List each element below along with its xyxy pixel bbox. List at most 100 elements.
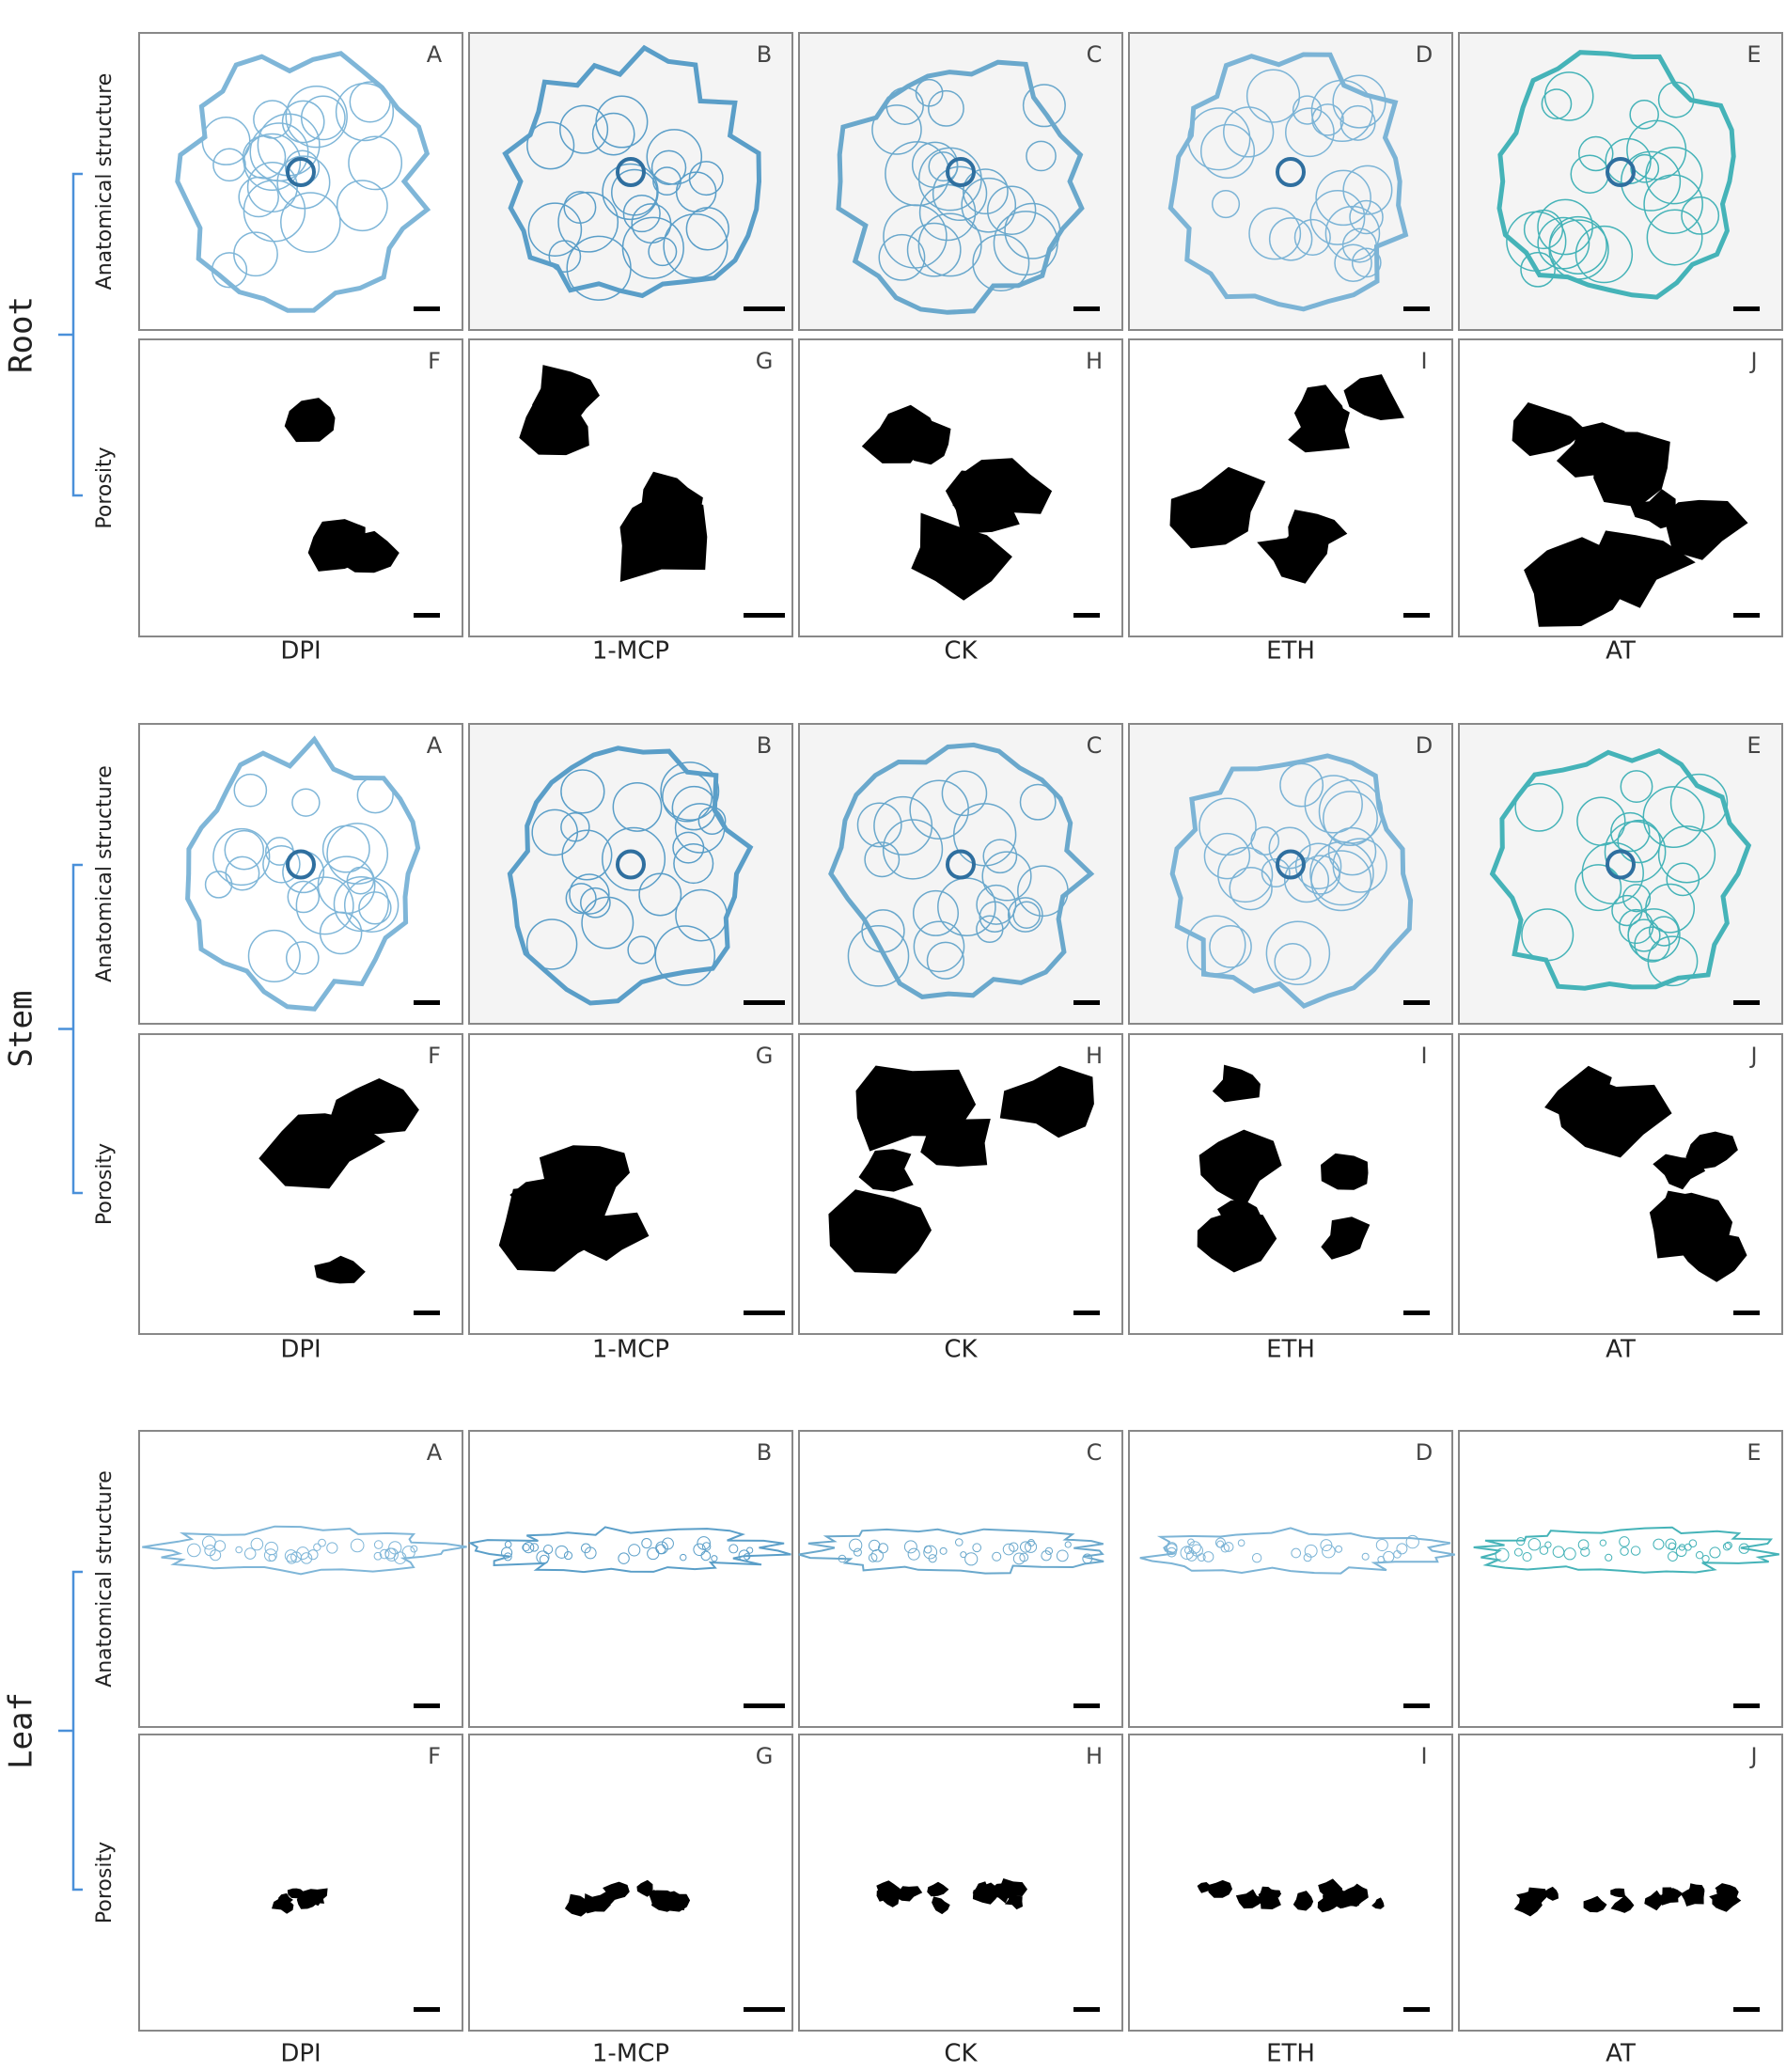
- cell: [388, 1541, 402, 1555]
- cell: [638, 872, 682, 917]
- panel: H: [798, 338, 1123, 637]
- scale-bar: [414, 306, 440, 311]
- cell: [648, 237, 678, 267]
- cell: [1405, 1534, 1419, 1549]
- cell: [1513, 1547, 1523, 1557]
- cell: [300, 1552, 313, 1564]
- panel-letter: C: [1087, 732, 1103, 759]
- cell: [348, 135, 403, 191]
- cell: [981, 851, 1032, 902]
- panel-letter: A: [427, 1439, 443, 1466]
- column-label: 1-MCP: [592, 2040, 669, 2068]
- cell: [1675, 1546, 1687, 1558]
- pore: [519, 396, 589, 456]
- panel: G: [468, 1033, 793, 1335]
- scale-bar: [414, 1311, 440, 1315]
- tissue-outline: [185, 735, 421, 1012]
- panel-letter: H: [1086, 1743, 1103, 1769]
- pore: [927, 1881, 949, 1897]
- pore: [603, 1881, 630, 1902]
- cell: [838, 1554, 847, 1563]
- cell: [1620, 1546, 1629, 1556]
- cell: [349, 81, 391, 123]
- panel-letter: G: [756, 348, 774, 374]
- cell: [373, 1551, 383, 1561]
- cell: [1563, 1547, 1576, 1561]
- cell: [318, 1538, 326, 1547]
- pore: [855, 1065, 977, 1152]
- cell: [1315, 169, 1371, 227]
- cell: [612, 782, 663, 832]
- cell: [335, 82, 395, 142]
- cell: [602, 826, 666, 891]
- scale-bar: [1073, 1000, 1100, 1005]
- cell: [1327, 826, 1377, 876]
- panel: C: [798, 1430, 1123, 1728]
- scale-bar: [1073, 1311, 1100, 1315]
- cell: [1332, 74, 1386, 129]
- pore: [1207, 1879, 1232, 1898]
- scale-bar: [1403, 1311, 1430, 1315]
- section-label: Stem: [3, 991, 40, 1068]
- cell: [907, 1547, 920, 1561]
- stele: [946, 157, 976, 187]
- cell: [849, 1538, 863, 1552]
- cell: [525, 918, 578, 970]
- cell: [628, 1544, 641, 1557]
- cell: [641, 1537, 652, 1549]
- pore: [932, 1896, 950, 1915]
- pore: [1512, 402, 1587, 457]
- column-label: AT: [1606, 1336, 1636, 1364]
- row-label: Anatomical structure: [93, 73, 117, 290]
- cell: [1303, 1553, 1312, 1562]
- scale-bar: [744, 1311, 785, 1315]
- cell: [336, 180, 388, 232]
- cell: [238, 176, 279, 218]
- stele: [1606, 157, 1636, 187]
- panel: G: [468, 1734, 793, 2032]
- cell: [976, 884, 1017, 925]
- pore: [1556, 1073, 1672, 1158]
- cell: [1251, 1552, 1262, 1563]
- cell: [1309, 840, 1374, 906]
- panel-letter: B: [757, 41, 772, 68]
- pore: [1610, 1895, 1635, 1913]
- pore: [894, 1886, 923, 1902]
- section-bracket: [58, 863, 83, 1195]
- cell: [1025, 1540, 1038, 1553]
- scale-bar: [1403, 306, 1430, 311]
- cell: [300, 95, 346, 141]
- cell: [204, 1544, 216, 1557]
- cell: [560, 812, 590, 842]
- cell: [1166, 1543, 1178, 1555]
- cell: [932, 165, 988, 221]
- cell: [927, 89, 964, 127]
- cell: [1349, 199, 1384, 235]
- cell: [906, 222, 962, 277]
- cell: [557, 191, 619, 253]
- panel-letter: C: [1087, 1439, 1103, 1466]
- panel: D: [1128, 723, 1453, 1025]
- pore: [1197, 1211, 1277, 1273]
- cell: [204, 871, 233, 899]
- pore: [1005, 1894, 1023, 1910]
- column-label: ETH: [1266, 637, 1315, 666]
- pore: [1556, 422, 1625, 478]
- column-label: DPI: [280, 637, 321, 666]
- cell: [870, 1549, 885, 1562]
- pore: [1663, 499, 1748, 560]
- cell: [1285, 107, 1335, 158]
- cell: [611, 168, 658, 216]
- stele: [616, 849, 646, 880]
- cell: [1668, 1551, 1678, 1562]
- stele: [1276, 849, 1306, 880]
- cell: [350, 1538, 365, 1553]
- cell: [563, 191, 597, 225]
- cell: [1642, 786, 1705, 849]
- cell: [1292, 95, 1323, 125]
- cell: [373, 1540, 384, 1549]
- panel-frame: [138, 1430, 463, 1728]
- scale-bar: [1073, 2007, 1100, 2012]
- cell: [622, 195, 661, 233]
